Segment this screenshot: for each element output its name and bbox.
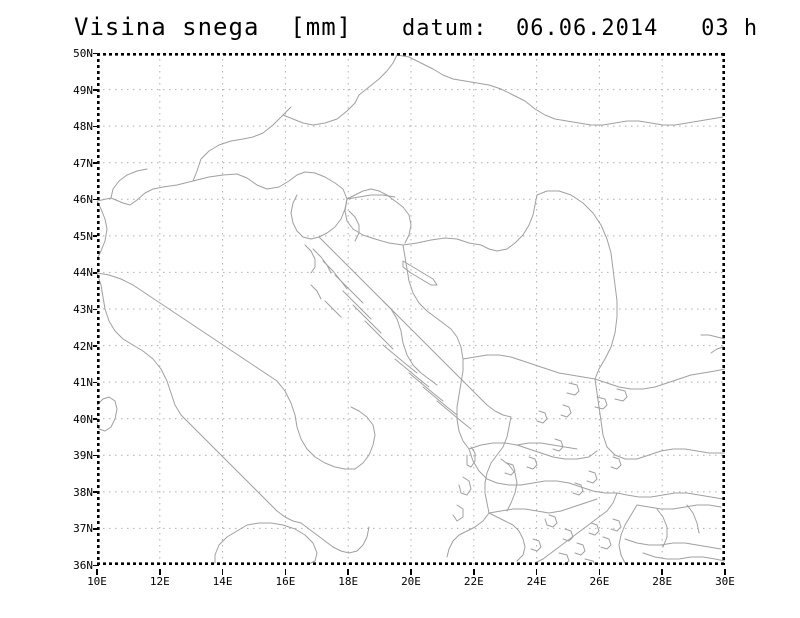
longitude-tick-mark: [724, 569, 726, 575]
latitude-tick-label: 41N: [73, 376, 93, 390]
longitude-tick-label: 24E: [526, 575, 547, 588]
longitude-tick-mark: [221, 569, 224, 575]
latitude-tick-mark: [93, 162, 99, 164]
longitude-tick-mark: [159, 569, 161, 575]
latitude-tick-mark: [93, 308, 99, 311]
latitude-tick-label: 47N: [73, 156, 93, 170]
longitude-tick-mark: [96, 569, 98, 575]
longitude-tick-mark: [473, 569, 475, 575]
longitude-tick-mark: [535, 569, 538, 575]
latitude-tick-mark: [93, 454, 99, 457]
longitude-tick-label: 26E: [589, 575, 610, 588]
latitude-tick-mark: [93, 125, 99, 128]
map-gridlines: [97, 53, 725, 565]
latitude-tick-label: 37N: [73, 522, 93, 536]
longitude-tick-label: 22E: [463, 575, 484, 588]
map-geography-layer: [97, 53, 725, 565]
chart-header: Visina snega [mm] datum: 06.06.2014 03 h: [0, 13, 800, 43]
latitude-tick-label: 46N: [73, 193, 93, 207]
longitude-tick-label: 14E: [212, 575, 233, 588]
latitude-tick-mark: [93, 198, 99, 201]
valid-date-label: datum: 06.06.2014 03 h: [402, 16, 759, 41]
latitude-tick-label: 45N: [73, 229, 93, 243]
map-plot-area[interactable]: [97, 53, 725, 565]
latitude-tick-mark: [93, 52, 99, 55]
latitude-tick-mark: [93, 89, 99, 91]
latitude-tick-mark: [93, 527, 99, 530]
latitude-tick-label: 39N: [73, 449, 93, 463]
longitude-tick-mark: [598, 569, 601, 575]
latitude-tick-label: 44N: [73, 266, 93, 280]
latitude-axis-labels: 50N 49N 48N 47N 46N 45N 44N 43N 42N 41N 40N 39N 38N 3…: [57, 48, 99, 571]
latitude-tick-mark: [93, 381, 99, 384]
longitude-tick-label: 30E: [715, 575, 735, 588]
longitude-axis-labels: 10E 12E 14E 16E 18E 20E 22E 24E 26E 28E 30E: [87, 569, 735, 588]
page-title: Visina snega [mm]: [74, 13, 353, 41]
longitude-tick-mark: [410, 569, 412, 575]
latitude-tick-mark: [93, 491, 99, 493]
latitude-tick-mark: [93, 235, 99, 237]
latitude-tick-mark: [93, 418, 99, 420]
latitude-tick-mark: [93, 345, 99, 347]
latitude-tick-label: 50N: [73, 47, 93, 60]
longitude-tick-label: 28E: [652, 575, 673, 588]
longitude-tick-mark: [284, 569, 287, 575]
longitude-tick-label: 10E: [87, 575, 107, 588]
latitude-tick-label: 36N: [73, 559, 93, 572]
longitude-tick-mark: [661, 569, 663, 575]
latitude-tick-label: 38N: [73, 485, 93, 499]
latitude-tick-mark: [93, 271, 99, 274]
longitude-tick-mark: [347, 569, 349, 575]
longitude-tick-label: 12E: [149, 575, 170, 588]
coastlines-and-borders: [97, 54, 725, 565]
latitude-tick-mark: [93, 564, 99, 567]
longitude-tick-label: 20E: [401, 575, 421, 588]
latitude-tick-label: 48N: [73, 120, 93, 134]
longitude-tick-label: 16E: [275, 575, 296, 588]
latitude-tick-label: 49N: [73, 83, 93, 97]
longitude-tick-label: 18E: [338, 575, 359, 588]
latitude-tick-label: 40N: [73, 412, 93, 426]
latitude-tick-label: 42N: [73, 339, 93, 353]
latitude-tick-label: 43N: [73, 303, 93, 316]
